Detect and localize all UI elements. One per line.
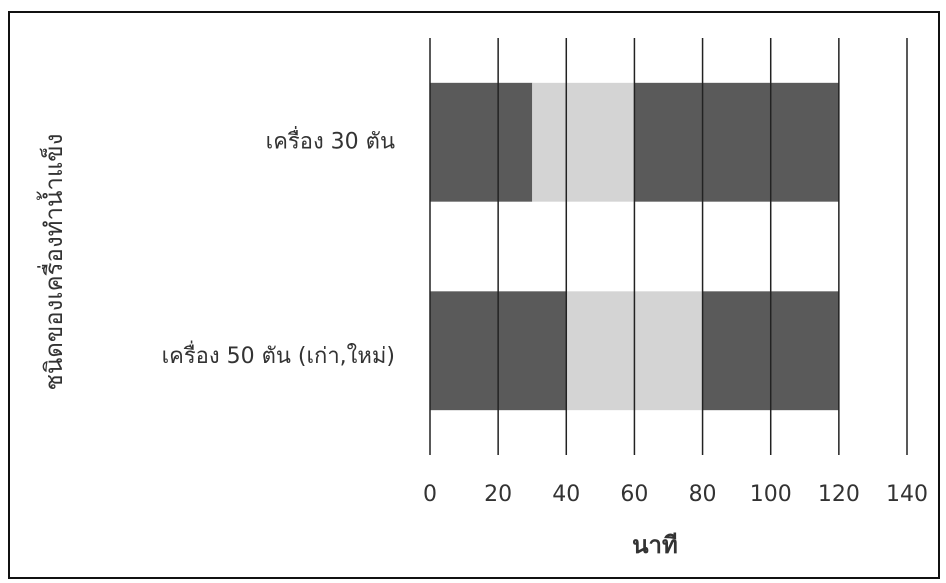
category-label: เครื่อง 50 ตัน (เก่า,ใหม่) [162, 340, 395, 369]
chart: นาที ชนิดของเครื่องทำน้ำแข็ง เครื่อง 30 … [0, 0, 946, 583]
bar-segment [532, 83, 634, 202]
category-label: เครื่อง 30 ตัน [266, 125, 395, 154]
x-axis-title: นาที [632, 531, 678, 559]
bar-segment [430, 83, 532, 202]
x-tick-label: 0 [423, 482, 437, 507]
x-tick-label: 140 [886, 482, 928, 507]
x-tick-label: 20 [484, 482, 512, 507]
x-tick-label: 60 [620, 482, 648, 507]
x-tick-label: 120 [818, 482, 860, 507]
bar-segment [634, 83, 838, 202]
x-tick-label: 40 [552, 482, 580, 507]
x-tick-label: 100 [750, 482, 792, 507]
y-axis-title: ชนิดของเครื่องทำน้ำแข็ง [36, 134, 68, 391]
x-tick-label: 80 [689, 482, 717, 507]
